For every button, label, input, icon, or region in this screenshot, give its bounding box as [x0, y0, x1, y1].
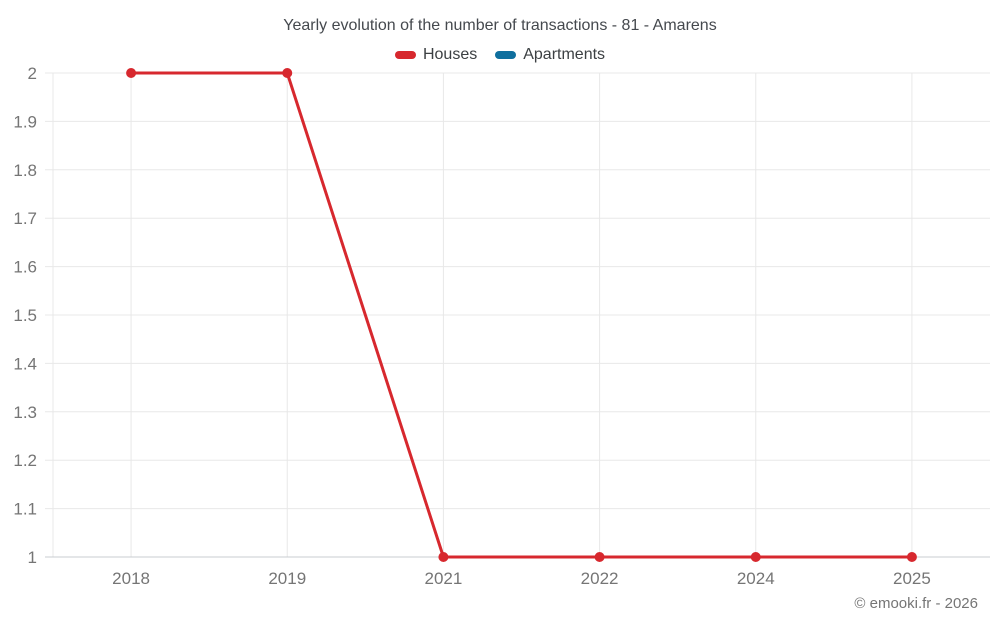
y-tick-label: 1.3 [13, 403, 37, 422]
x-tick-label: 2025 [893, 569, 931, 588]
data-point-houses-2025[interactable] [906, 552, 917, 562]
copyright: © emooki.fr - 2026 [854, 595, 978, 612]
y-tick-label: 1.8 [13, 161, 37, 180]
legend-label-apartments: Apartments [523, 46, 606, 63]
legend-item-apartments[interactable]: Apartments [495, 46, 605, 64]
chart-title: Yearly evolution of the number of transa… [283, 17, 717, 34]
y-tick-label: 1.6 [13, 258, 37, 277]
data-point-houses-2018[interactable] [126, 68, 137, 78]
x-tick-label: 2022 [581, 569, 619, 588]
y-tick-label: 1.2 [13, 451, 37, 470]
data-point-houses-2019[interactable] [282, 68, 293, 78]
data-point-houses-2024[interactable] [750, 552, 761, 562]
x-tick-label: 2021 [425, 569, 463, 588]
y-tick-label: 1 [28, 548, 37, 567]
x-tick-label: 2018 [112, 569, 150, 588]
data-point-houses-2021[interactable] [438, 552, 449, 562]
y-tick-label: 1.4 [13, 354, 37, 373]
y-tick-label: 1.5 [13, 306, 37, 325]
legend: Houses Apartments [0, 46, 1000, 64]
series-line-houses [129, 71, 914, 559]
x-tick-label: 2019 [268, 569, 306, 588]
legend-item-houses[interactable]: Houses [394, 46, 478, 64]
y-tick-label: 2 [28, 64, 37, 83]
houses-series-swatch-icon [394, 51, 416, 59]
apartments-series-swatch-icon [495, 51, 517, 59]
y-tick-label: 1.9 [13, 112, 37, 131]
data-point-houses-2022[interactable] [594, 552, 605, 562]
y-tick-label: 1.1 [13, 500, 37, 519]
x-tick-label: 2024 [737, 569, 775, 588]
y-tick-label: 1.7 [13, 209, 37, 228]
legend-label-houses: Houses [422, 46, 478, 63]
